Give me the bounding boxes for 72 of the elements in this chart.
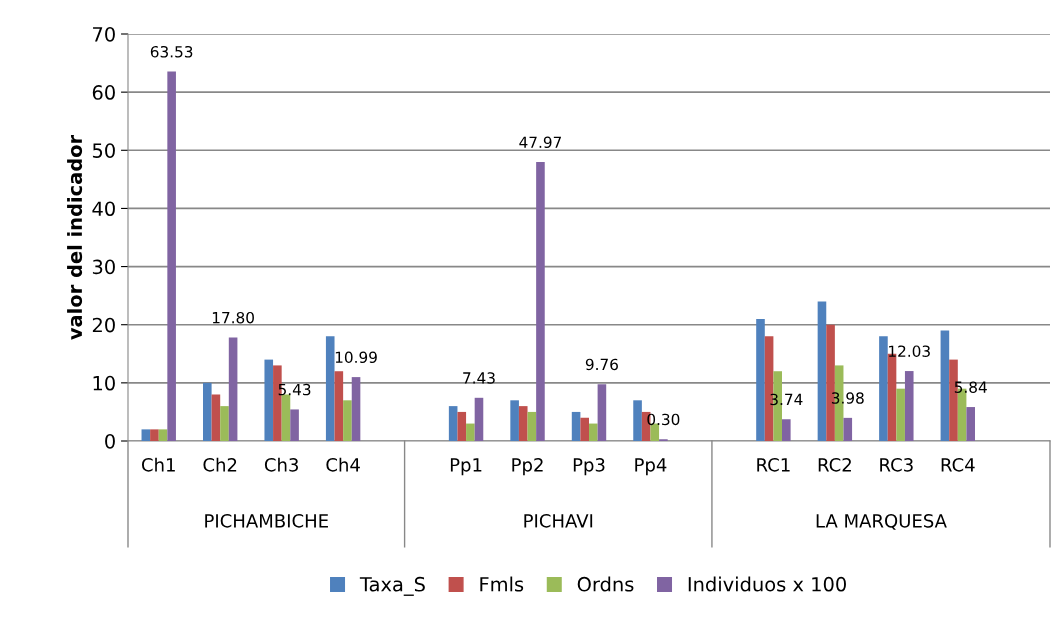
x-tick-label: Pp2: [512, 457, 543, 476]
bar: [597, 384, 607, 441]
bar: [756, 318, 765, 441]
bar: [536, 162, 545, 441]
bar: [633, 400, 642, 441]
x-tick-label: Pp1: [450, 458, 482, 476]
bar: [527, 411, 537, 441]
bar: [782, 419, 791, 441]
bar: [167, 71, 176, 441]
y-tick-label: 70: [93, 26, 115, 42]
bar: [466, 423, 475, 441]
data-label: 47.97: [519, 136, 561, 149]
bar: [966, 407, 976, 441]
data-label: 12.03: [889, 345, 930, 357]
bar: [290, 409, 299, 441]
bar: [510, 400, 519, 441]
x-tick-label: RC3: [880, 457, 913, 472]
y-tick-label: 20: [92, 317, 115, 333]
bar: [141, 429, 151, 441]
data-label: 9.76: [585, 358, 618, 371]
data-label: 7.43: [463, 372, 495, 384]
y-tick-label: 60: [92, 85, 115, 100]
x-tick-label: Pp4: [635, 458, 667, 476]
bar: [228, 337, 238, 441]
bar: [571, 411, 581, 441]
data-label: 63.53: [150, 45, 193, 58]
bar: [325, 336, 335, 441]
bar: [896, 388, 905, 441]
text: LA MARQUESA: [816, 513, 947, 530]
bar: [843, 417, 853, 441]
text: PICHAMBICHE: [205, 513, 328, 528]
x-tick-label: Ch2: [203, 457, 237, 472]
bar: [457, 411, 467, 441]
x-tick-label: Ch3: [264, 457, 298, 472]
bar: [817, 301, 827, 441]
bar: [448, 406, 458, 441]
bar: [474, 397, 484, 441]
y-tick-label: 30: [92, 259, 115, 275]
bar: [904, 371, 914, 441]
y-axis-title: valor del indicador: [67, 134, 83, 340]
bar: [879, 336, 888, 441]
y-tick-label: 40: [92, 201, 115, 217]
bar: [518, 406, 528, 441]
data-label: 10.99: [335, 351, 377, 364]
legend-label: Fmls: [480, 576, 524, 592]
text: PICHAVI: [524, 513, 593, 528]
x-tick-label: RC4: [941, 457, 975, 472]
legend-label: Ordns: [577, 576, 634, 592]
x-tick-label: RC1: [757, 457, 790, 472]
bar: [343, 400, 352, 441]
bar: [940, 330, 950, 441]
x-tick-label: Pp3: [573, 457, 605, 476]
legend-label: Taxa_S: [359, 576, 425, 596]
bar: [589, 423, 598, 441]
bar: [351, 377, 361, 441]
bar: [580, 417, 589, 441]
bar: [220, 406, 229, 441]
bar: [334, 371, 344, 441]
y-tick-label: 0: [105, 433, 115, 449]
y-tick-label: 50: [92, 143, 115, 158]
data-label: 17.80: [212, 311, 254, 324]
y-tick-label: 10: [93, 375, 115, 391]
bar: [264, 359, 274, 441]
bar: [211, 394, 221, 441]
x-tick-label: RC2: [818, 457, 851, 472]
bar: [281, 394, 291, 441]
bar: [202, 382, 212, 441]
bar: [150, 429, 159, 441]
x-tick-label: Ch1: [141, 457, 175, 472]
x-tick-label: Ch4: [326, 457, 360, 472]
legend-label: Individuos x 100: [688, 576, 846, 592]
bar: [158, 429, 168, 441]
